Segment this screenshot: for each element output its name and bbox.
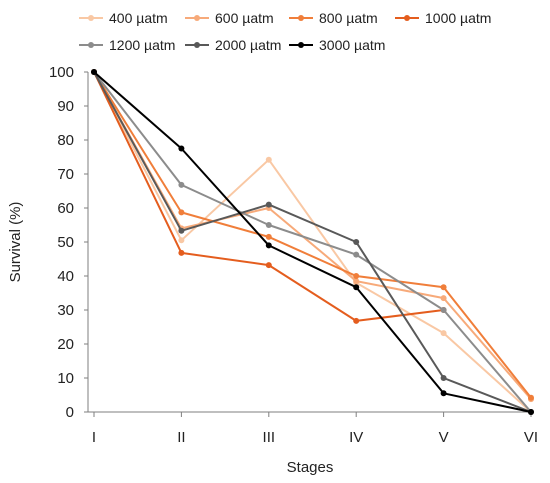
- y-tick-label: 0: [66, 404, 74, 421]
- series-1: [91, 69, 534, 403]
- y-tick-label: 90: [57, 98, 74, 115]
- legend-label: 1200 µatm: [109, 37, 175, 53]
- data-point: [265, 222, 272, 228]
- series-line: [93, 71, 532, 413]
- data-point: [528, 409, 534, 415]
- y-tick-label: 100: [49, 64, 74, 81]
- data-point: [353, 278, 360, 285]
- y-tick-label: 30: [57, 302, 74, 319]
- legend-swatch-marker: [194, 42, 200, 48]
- x-ticks: I II III IV V VI: [92, 412, 538, 446]
- legend-swatch-marker: [88, 15, 94, 21]
- legend-item: 800 µatm: [289, 10, 378, 26]
- legend-item: 1200 µatm: [79, 37, 175, 53]
- y-tick-label: 10: [57, 370, 74, 387]
- data-point: [528, 394, 534, 401]
- series-2: [91, 69, 534, 401]
- data-point: [265, 242, 272, 249]
- data-point: [178, 181, 185, 188]
- y-axis-title: Survival (%): [7, 202, 24, 283]
- legend-label: 2000 µatm: [215, 37, 281, 53]
- data-point: [353, 284, 360, 291]
- legend-swatch-marker: [194, 15, 200, 21]
- y-tick-label: 40: [57, 268, 74, 285]
- legend-label: 600 µatm: [215, 10, 274, 26]
- legend-item: 3000 µatm: [289, 37, 385, 53]
- data-point: [353, 251, 360, 258]
- data-point: [178, 227, 185, 234]
- data-point: [440, 284, 447, 291]
- series-3: [91, 69, 447, 324]
- y-tick-label: 80: [57, 132, 74, 149]
- legend-label: 400 µatm: [109, 10, 168, 26]
- data-point: [440, 295, 447, 302]
- data-point: [265, 156, 272, 163]
- series-line: [93, 71, 532, 413]
- series-line: [93, 71, 532, 400]
- x-tick-label: IV: [349, 429, 363, 446]
- legend-item: 2000 µatm: [185, 37, 281, 53]
- y-tick-label: 20: [57, 336, 74, 353]
- series-6: [91, 69, 534, 415]
- legend-swatch-marker: [298, 15, 304, 21]
- series-line: [93, 71, 532, 413]
- legend-label: 3000 µatm: [319, 37, 385, 53]
- legend-swatch-marker: [404, 15, 410, 21]
- data-point: [440, 375, 447, 381]
- data-point: [353, 273, 360, 279]
- series-line: [93, 71, 532, 399]
- data-point: [440, 330, 447, 337]
- y-tick-label: 70: [57, 166, 74, 183]
- data-point: [265, 262, 272, 269]
- data-point: [178, 249, 185, 256]
- data-point: [178, 145, 185, 152]
- series-5: [91, 69, 534, 415]
- legend: 400 µatm 600 µatm 800 µatm 1000 µatm 1200 µa…: [79, 10, 491, 53]
- legend-item: 600 µatm: [185, 10, 274, 26]
- data-point: [178, 237, 185, 244]
- y-tick-label: 50: [57, 234, 74, 251]
- data-point: [178, 209, 185, 216]
- series-0: [91, 69, 534, 415]
- x-tick-label: III: [263, 429, 276, 446]
- x-tick-label: II: [177, 429, 185, 446]
- legend-swatch-marker: [298, 42, 304, 48]
- data-point: [440, 307, 447, 313]
- legend-label: 800 µatm: [319, 10, 378, 26]
- series-4: [91, 69, 534, 415]
- x-tick-label: I: [92, 429, 96, 446]
- series-line: [93, 71, 444, 322]
- data-point: [265, 201, 272, 208]
- legend-label: 1000 µatm: [425, 10, 491, 26]
- legend-item: 400 µatm: [79, 10, 168, 26]
- series-group: [91, 69, 534, 415]
- data-point: [440, 390, 447, 397]
- x-axis-title: Stages: [287, 459, 334, 476]
- data-point: [91, 69, 97, 75]
- x-tick-label: VI: [524, 429, 538, 446]
- data-point: [353, 317, 360, 324]
- x-tick-label: V: [439, 429, 449, 446]
- data-point: [265, 233, 272, 240]
- legend-item: 1000 µatm: [395, 10, 491, 26]
- series-line: [93, 71, 532, 413]
- data-point: [353, 239, 360, 245]
- y-tick-label: 60: [57, 200, 74, 217]
- y-ticks: 0 10 20 30 40 50 60 70 80 90 100: [49, 64, 88, 421]
- legend-swatch-marker: [88, 42, 94, 48]
